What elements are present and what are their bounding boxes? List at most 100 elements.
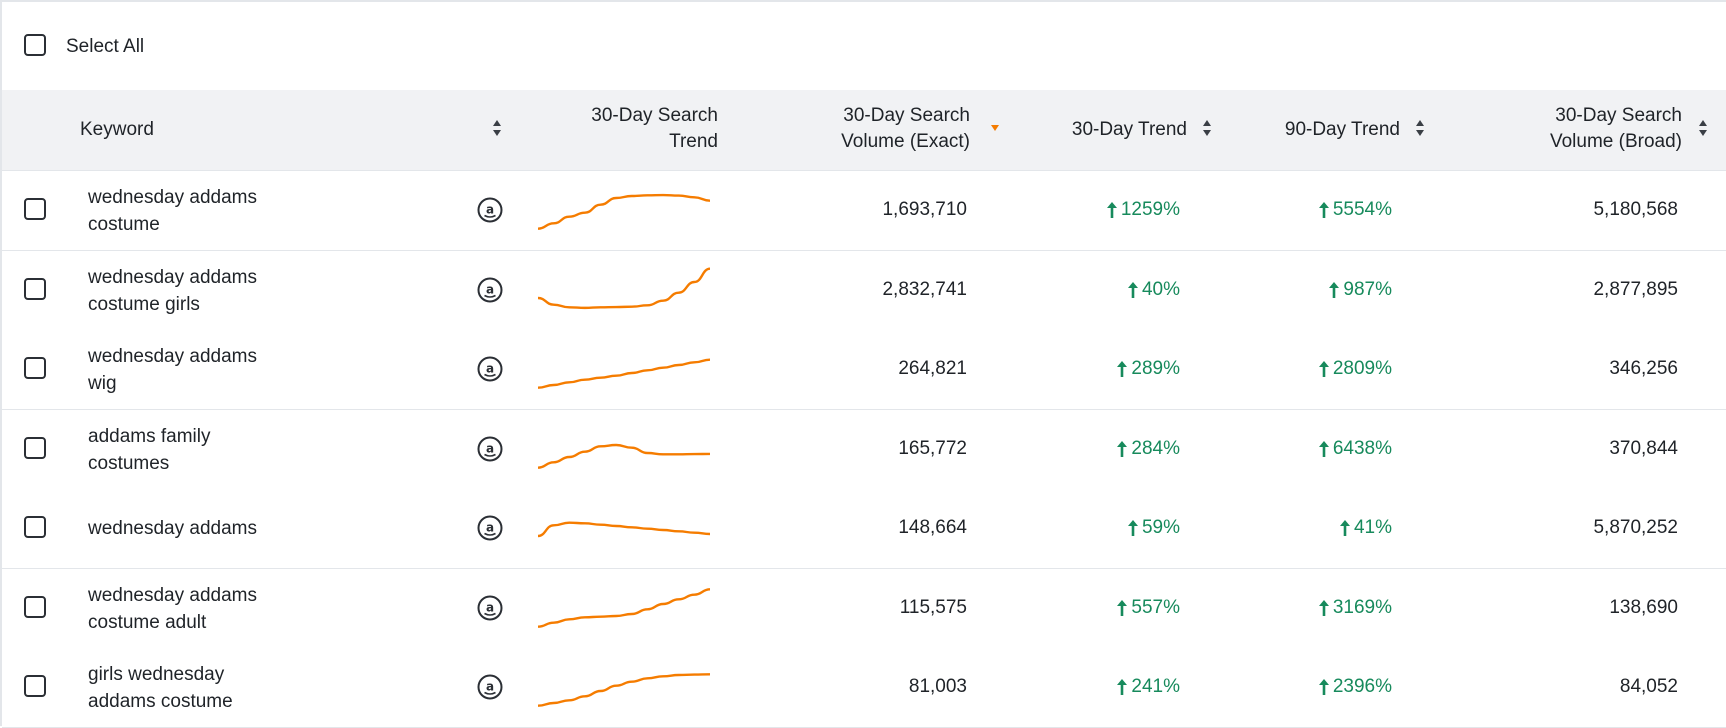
svg-text:a: a (486, 601, 494, 615)
sparkline-chart (537, 588, 711, 628)
arrow-up-icon (1106, 202, 1117, 218)
keyword-cell[interactable]: wednesday addams costume girls (88, 264, 308, 318)
amazon-icon[interactable]: a (477, 197, 503, 223)
svg-text:a: a (486, 680, 494, 694)
sort-arrows-icon[interactable] (1202, 119, 1212, 137)
trend-90-day-value: 41% (1232, 517, 1392, 539)
amazon-icon[interactable]: a (477, 356, 503, 382)
trend-30-day-value: 241% (1022, 676, 1180, 698)
sort-arrows-icon[interactable] (1415, 119, 1425, 137)
volume-broad-value: 346,256 (1609, 358, 1678, 379)
keyword-cell[interactable]: addams family costumes (88, 423, 308, 477)
column-header-volume-exact-line1: 30-Day Search (843, 105, 970, 126)
sort-arrows-icon[interactable] (1698, 119, 1708, 137)
volume-exact-value: 81,003 (908, 676, 967, 697)
row-checkbox[interactable] (24, 198, 46, 220)
volume-broad-value: 370,844 (1609, 438, 1678, 459)
trend-30-day-text: 284% (1131, 438, 1180, 459)
table-row[interactable]: wednesday addams costume adult a 115,575 557… (2, 569, 1726, 649)
column-header-search-trend-line2: Trend (669, 131, 718, 152)
keyword-cell[interactable]: wednesday addams costume (88, 184, 308, 238)
keyword-cell[interactable]: wednesday addams wig (88, 343, 308, 397)
row-checkbox[interactable] (24, 357, 46, 379)
table-row[interactable]: wednesday addams costume a 1,693,710 1259% 55… (2, 171, 1726, 251)
keyword-text-line2: costume girls (88, 294, 200, 315)
keyword-text-line1: wednesday addams (88, 518, 257, 539)
sparkline-series (537, 521, 711, 538)
volume-exact-value: 1,693,710 (882, 199, 967, 220)
volume-broad-value: 138,690 (1609, 597, 1678, 618)
table-row[interactable]: wednesday addams a 148,664 59% 41% 5,870,252 (2, 489, 1726, 569)
keyword-text-line1: girls wednesday (88, 664, 225, 685)
volume-exact-value: 2,832,741 (882, 279, 967, 300)
trend-30-day-text: 40% (1141, 279, 1180, 300)
volume-exact-value: 264,821 (898, 358, 967, 379)
table-row[interactable]: wednesday addams wig a 264,821 289% 2809% 346,… (2, 330, 1726, 410)
keyword-text-line1: addams family (88, 426, 211, 447)
trend-90-day-value: 2809% (1232, 358, 1392, 380)
trend-90-day-text: 6438% (1332, 438, 1392, 459)
column-header-volume-broad-line1: 30-Day Search (1555, 105, 1682, 126)
sparkline-chart (537, 521, 711, 538)
svg-text:a: a (486, 362, 494, 376)
column-header-volume-broad-line2: Volume (Broad) (1549, 131, 1682, 152)
volume-broad-value: 84,052 (1619, 676, 1678, 697)
keyword-text-line1: wednesday addams (88, 346, 257, 367)
column-header-volume-broad[interactable]: 30-Day Search Volume (Broad) (1452, 103, 1682, 155)
row-checkbox[interactable] (24, 437, 46, 459)
row-checkbox[interactable] (24, 516, 46, 538)
trend-90-day-value: 5554% (1232, 199, 1392, 221)
trend-90-day-text: 41% (1353, 517, 1392, 538)
amazon-icon[interactable]: a (477, 436, 503, 462)
sort-arrows-icon[interactable] (492, 119, 502, 137)
trend-90-day-text: 2396% (1332, 676, 1392, 697)
trend-90-day-value: 3169% (1232, 597, 1392, 619)
arrow-up-icon (1318, 361, 1329, 377)
column-header-30-day-trend[interactable]: 30-Day Trend (1071, 119, 1187, 140)
column-header-search-trend[interactable]: 30-Day Search Trend (522, 103, 718, 155)
arrow-up-icon (1117, 679, 1128, 695)
trend-30-day-value: 59% (1022, 517, 1180, 539)
sparkline-series (537, 673, 711, 707)
arrow-up-icon (1117, 600, 1128, 616)
arrow-up-icon (1318, 441, 1329, 457)
row-checkbox[interactable] (24, 278, 46, 300)
svg-text:a: a (486, 283, 494, 297)
arrow-up-icon (1318, 679, 1329, 695)
trend-90-day-text: 987% (1343, 279, 1392, 300)
keyword-cell[interactable]: wednesday addams costume adult (88, 582, 308, 636)
sparkline-chart (537, 193, 711, 230)
keyword-text-line2: addams costume (88, 691, 233, 712)
column-header-90-day-trend[interactable]: 90-Day Trend (1284, 119, 1400, 140)
table-row[interactable]: wednesday addams costume girls a 2,832,741 4… (2, 251, 1726, 331)
keyword-cell[interactable]: wednesday addams (88, 515, 308, 542)
row-checkbox[interactable] (24, 675, 46, 697)
trend-30-day-value: 40% (1022, 279, 1180, 301)
keyword-text-line1: wednesday addams (88, 187, 257, 208)
keyword-cell[interactable]: girls wednesday addams costume (88, 661, 308, 715)
trend-30-day-text: 59% (1141, 517, 1180, 538)
trend-90-day-value: 6438% (1232, 438, 1392, 460)
trend-30-day-text: 241% (1131, 676, 1180, 697)
volume-exact-value: 115,575 (899, 597, 967, 618)
amazon-icon[interactable]: a (477, 515, 503, 541)
select-all-checkbox[interactable] (24, 34, 46, 56)
keyword-text-line2: costume adult (88, 612, 207, 633)
sort-desc-icon[interactable] (990, 124, 1000, 132)
svg-text:a: a (486, 442, 494, 456)
table-row[interactable]: addams family costumes a 165,772 284% 6438% 37… (2, 410, 1726, 490)
trend-30-day-text: 557% (1131, 597, 1180, 618)
arrow-up-icon (1127, 282, 1138, 298)
row-checkbox[interactable] (24, 596, 46, 618)
table-row[interactable]: girls wednesday addams costume a 81,003 241%… (2, 648, 1726, 728)
trend-30-day-value: 1259% (1022, 199, 1180, 221)
amazon-icon[interactable]: a (477, 674, 503, 700)
volume-broad-value: 5,180,568 (1593, 199, 1678, 220)
amazon-icon[interactable]: a (477, 595, 503, 621)
column-header-volume-exact[interactable]: 30-Day Search Volume (Exact) (762, 103, 970, 155)
column-header-search-trend-line1: 30-Day Search (591, 105, 718, 126)
select-all-label: Select All (66, 36, 145, 57)
column-header-keyword[interactable]: Keyword (80, 119, 154, 140)
amazon-icon[interactable]: a (477, 277, 503, 303)
